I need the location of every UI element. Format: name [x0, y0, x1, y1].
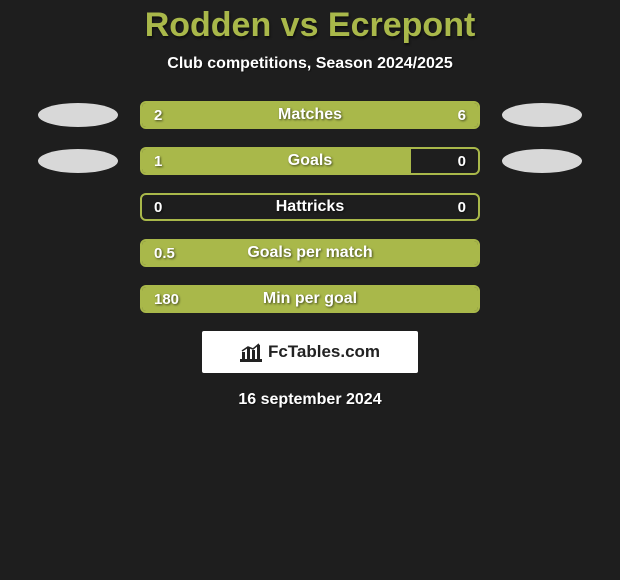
- team-badge-right: [502, 149, 582, 173]
- stat-bar: 10Goals: [140, 147, 480, 175]
- stat-label: Goals: [142, 149, 478, 173]
- stat-label: Min per goal: [142, 287, 478, 311]
- stat-row: 180Min per goal: [0, 285, 620, 313]
- comparison-infographic: Rodden vs Ecrepont Club competitions, Se…: [0, 0, 620, 580]
- stat-bar: 26Matches: [140, 101, 480, 129]
- team-badge-left: [38, 149, 118, 173]
- team-badge-right: [502, 103, 582, 127]
- chart-icon: [240, 342, 262, 362]
- stat-label: Goals per match: [142, 241, 478, 265]
- stat-rows: 26Matches 10Goals 00Hattricks 0.5Goals per …: [0, 101, 620, 313]
- date-label: 16 september 2024: [0, 391, 620, 409]
- stat-row: 0.5Goals per match: [0, 239, 620, 267]
- stat-row: 10Goals: [0, 147, 620, 175]
- stat-label: Hattricks: [142, 195, 478, 219]
- page-title: Rodden vs Ecrepont: [0, 0, 620, 45]
- attribution-text: FcTables.com: [268, 342, 380, 362]
- subtitle: Club competitions, Season 2024/2025: [0, 55, 620, 73]
- stat-bar: 00Hattricks: [140, 193, 480, 221]
- attribution-badge: FcTables.com: [202, 331, 418, 373]
- stat-label: Matches: [142, 103, 478, 127]
- stat-bar: 0.5Goals per match: [140, 239, 480, 267]
- stat-row: 00Hattricks: [0, 193, 620, 221]
- stat-bar: 180Min per goal: [140, 285, 480, 313]
- stat-row: 26Matches: [0, 101, 620, 129]
- team-badge-left: [38, 103, 118, 127]
